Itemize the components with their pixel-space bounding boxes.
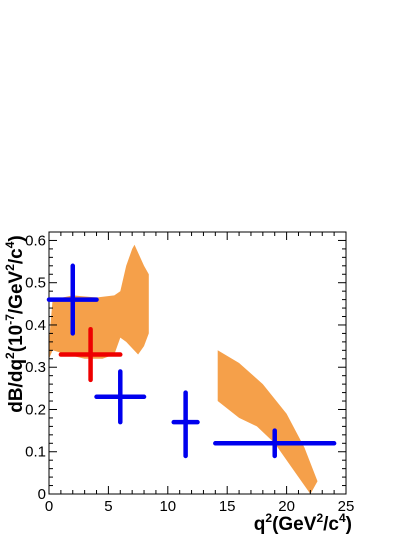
x-tick-label: 25: [338, 498, 355, 515]
x-tick-label: 20: [278, 498, 295, 515]
y-tick-label: 0.4: [25, 317, 46, 334]
y-tick-label: 0.2: [25, 401, 46, 418]
y-tick-label: 0.1: [25, 444, 46, 461]
y-tick-label: 0: [38, 486, 46, 503]
x-tick-label: 15: [219, 498, 236, 515]
points-layer: [46, 263, 337, 459]
x-tick-label: 10: [159, 498, 176, 515]
x-tick-label: 0: [45, 498, 53, 515]
y-tick-label: 0.6: [25, 232, 46, 249]
y-axis-title: dB/dq2(10-7/GeV2/c4): [3, 235, 27, 413]
y-tick-label: 0.5: [25, 275, 46, 292]
plot-frame: [48, 231, 347, 495]
x-axis-title: q2(GeV2/c4): [254, 511, 352, 535]
y-tick-label: 0.3: [25, 359, 46, 376]
prediction-band-2: [217, 350, 318, 494]
x-tick-label: 5: [104, 498, 112, 515]
ticks-layer: 0 5 10 15 20 25 0 0.1 0.2 0.3 0.4 0.5 0.6: [25, 232, 354, 515]
